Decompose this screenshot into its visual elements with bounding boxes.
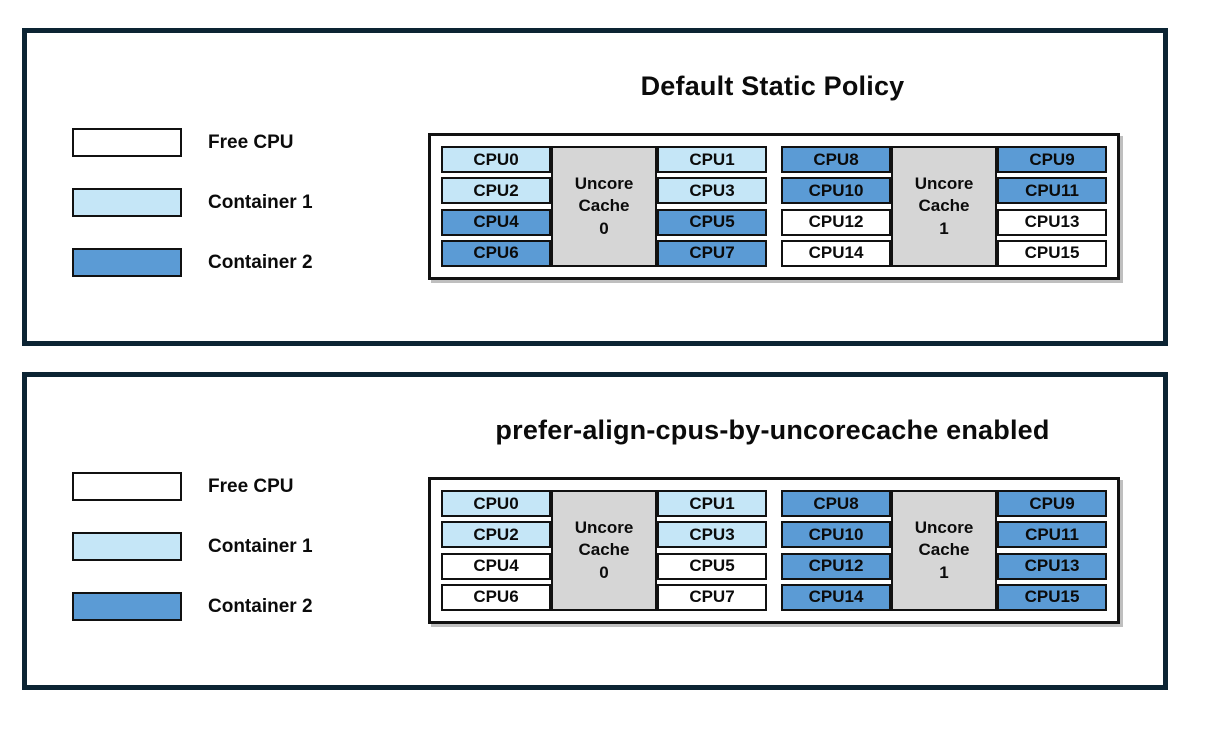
- uncore-cache-label-line: Cache: [918, 196, 970, 216]
- cpu-cell-cpu6: CPU6: [441, 583, 551, 611]
- uncore-cache-label-line: 0: [599, 562, 609, 582]
- uncore-group-1: CPU8 CPU10 CPU12 CPU14 Uncore Cache 1 CPU9 CPU11…: [781, 490, 1107, 611]
- legend-label: Container 1: [208, 191, 313, 213]
- cpu-cell-cpu14: CPU14: [781, 239, 891, 267]
- uncore-group-0: CPU0 CPU2 CPU4 CPU6 Uncore Cache 0 CPU1 CPU3 CPU5…: [441, 490, 767, 611]
- cpu-cell-cpu8: CPU8: [781, 146, 891, 173]
- cpu-cell-cpu7: CPU7: [657, 583, 767, 611]
- cpu-cell-cpu11: CPU11: [997, 177, 1107, 205]
- cpu-column-left: CPU8 CPU10 CPU12 CPU14: [781, 490, 891, 611]
- cpu-cell-cpu8: CPU8: [781, 490, 891, 517]
- cpu-cell-cpu10: CPU10: [781, 177, 891, 205]
- uncore-cache-label-line: 0: [599, 218, 609, 238]
- cpu-diagram: CPU0 CPU2 CPU4 CPU6 Uncore Cache 0 CPU1 CPU3 CPU5…: [428, 477, 1120, 624]
- cpu-column-right: CPU9 CPU11 CPU13 CPU15: [997, 490, 1107, 611]
- cpu-cell-cpu9: CPU9: [997, 490, 1107, 517]
- panel-title: Default Static Policy: [640, 71, 905, 101]
- legend-swatch-container1: [72, 532, 182, 561]
- uncore-cache-box: Uncore Cache 0: [551, 146, 657, 267]
- legend-label: Container 2: [208, 595, 313, 617]
- uncore-cache-label-line: Cache: [578, 196, 630, 216]
- cpu-cell-cpu3: CPU3: [657, 177, 767, 205]
- uncore-cache-label-line: Cache: [918, 540, 970, 560]
- uncore-cache-label-line: Uncore: [574, 517, 634, 537]
- cpu-cell-cpu1: CPU1: [657, 490, 767, 517]
- legend-label: Container 1: [208, 535, 313, 557]
- legend-item: Free CPU: [72, 472, 313, 501]
- cpu-cell-cpu5: CPU5: [657, 552, 767, 580]
- cpu-cell-cpu15: CPU15: [997, 583, 1107, 611]
- cpu-cell-cpu9: CPU9: [997, 146, 1107, 173]
- uncore-group-1: CPU8 CPU10 CPU12 CPU14 Uncore Cache 1 CPU9 CPU11…: [781, 146, 1107, 267]
- cpu-cell-cpu2: CPU2: [441, 521, 551, 549]
- cpu-cell-cpu12: CPU12: [781, 552, 891, 580]
- cpu-cell-cpu10: CPU10: [781, 521, 891, 549]
- cpu-cell-cpu14: CPU14: [781, 583, 891, 611]
- legend-swatch-container1: [72, 188, 182, 217]
- legend-item: Free CPU: [72, 128, 313, 157]
- uncore-cache-label-line: Uncore: [914, 517, 974, 537]
- cpu-cell-cpu12: CPU12: [781, 208, 891, 236]
- cpu-column-left: CPU0 CPU2 CPU4 CPU6: [441, 490, 551, 611]
- cpu-cell-cpu13: CPU13: [997, 208, 1107, 236]
- cpu-cell-cpu13: CPU13: [997, 552, 1107, 580]
- uncore-cache-label-line: 1: [939, 562, 949, 582]
- panel-title: prefer-align-cpus-by-uncorecache enabled: [495, 415, 1050, 445]
- uncore-cache-box: Uncore Cache 1: [891, 490, 997, 611]
- cpu-cell-cpu15: CPU15: [997, 239, 1107, 267]
- cpu-diagram: CPU0 CPU2 CPU4 CPU6 Uncore Cache 0 CPU1 CPU3 CPU5…: [428, 133, 1120, 280]
- cpu-column-left: CPU0 CPU2 CPU4 CPU6: [441, 146, 551, 267]
- cpu-column-right: CPU1 CPU3 CPU5 CPU7: [657, 146, 767, 267]
- legend: Free CPU Container 1 Container 2: [72, 472, 313, 652]
- cpu-cell-cpu0: CPU0: [441, 146, 551, 173]
- cpu-cell-cpu0: CPU0: [441, 490, 551, 517]
- cpu-cell-cpu5: CPU5: [657, 208, 767, 236]
- uncore-cache-box: Uncore Cache 1: [891, 146, 997, 267]
- legend-swatch-container2: [72, 592, 182, 621]
- legend-swatch-container2: [72, 248, 182, 277]
- legend-label: Free CPU: [208, 131, 294, 153]
- uncore-cache-label-line: Cache: [578, 540, 630, 560]
- uncore-group-0: CPU0 CPU2 CPU4 CPU6 Uncore Cache 0 CPU1 CPU3 CPU5…: [441, 146, 767, 267]
- cpu-column-right: CPU1 CPU3 CPU5 CPU7: [657, 490, 767, 611]
- legend-swatch-free: [72, 472, 182, 501]
- cpu-cell-cpu7: CPU7: [657, 239, 767, 267]
- uncore-cache-box: Uncore Cache 0: [551, 490, 657, 611]
- uncore-cache-label-line: 1: [939, 218, 949, 238]
- cpu-column-left: CPU8 CPU10 CPU12 CPU14: [781, 146, 891, 267]
- cpu-cell-cpu1: CPU1: [657, 146, 767, 173]
- legend-item: Container 2: [72, 592, 313, 621]
- cpu-column-right: CPU9 CPU11 CPU13 CPU15: [997, 146, 1107, 267]
- cpu-cell-cpu2: CPU2: [441, 177, 551, 205]
- cpu-cell-cpu3: CPU3: [657, 521, 767, 549]
- cpu-cell-cpu11: CPU11: [997, 521, 1107, 549]
- panel-uncorecache-enabled: prefer-align-cpus-by-uncorecache enabled…: [22, 372, 1168, 690]
- legend-item: Container 1: [72, 532, 313, 561]
- uncore-cache-label-line: Uncore: [574, 173, 634, 193]
- cpu-cell-cpu4: CPU4: [441, 208, 551, 236]
- legend: Free CPU Container 1 Container 2: [72, 128, 313, 308]
- legend-label: Container 2: [208, 251, 313, 273]
- cpu-cell-cpu4: CPU4: [441, 552, 551, 580]
- panel-default-static-policy: Default Static Policy Free CPU Container …: [22, 28, 1168, 346]
- cpu-cell-cpu6: CPU6: [441, 239, 551, 267]
- legend-label: Free CPU: [208, 475, 294, 497]
- legend-item: Container 1: [72, 188, 313, 217]
- legend-swatch-free: [72, 128, 182, 157]
- legend-item: Container 2: [72, 248, 313, 277]
- uncore-cache-label-line: Uncore: [914, 173, 974, 193]
